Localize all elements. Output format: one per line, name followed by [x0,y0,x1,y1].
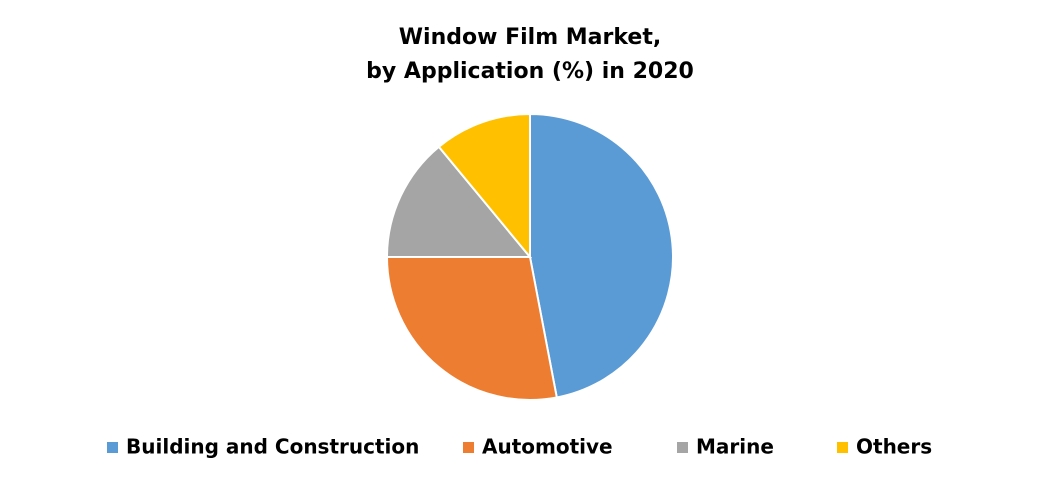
chart-title: by Application (%) in 2020 [366,59,694,84]
pie-slice [385,256,558,401]
legend-marker [677,442,688,453]
legend-marker [107,442,118,453]
legend-label: Automotive [482,435,613,459]
legend-label: Others [856,435,932,459]
legend-marker [463,442,474,453]
pie-slice [529,112,674,399]
chart-title: Window Film Market, [399,25,661,50]
pie-slice [437,112,531,260]
legend-marker [837,442,848,453]
legend-label: Building and Construction [126,435,419,459]
pie-slice [385,145,533,258]
legend-label: Marine [696,435,774,459]
